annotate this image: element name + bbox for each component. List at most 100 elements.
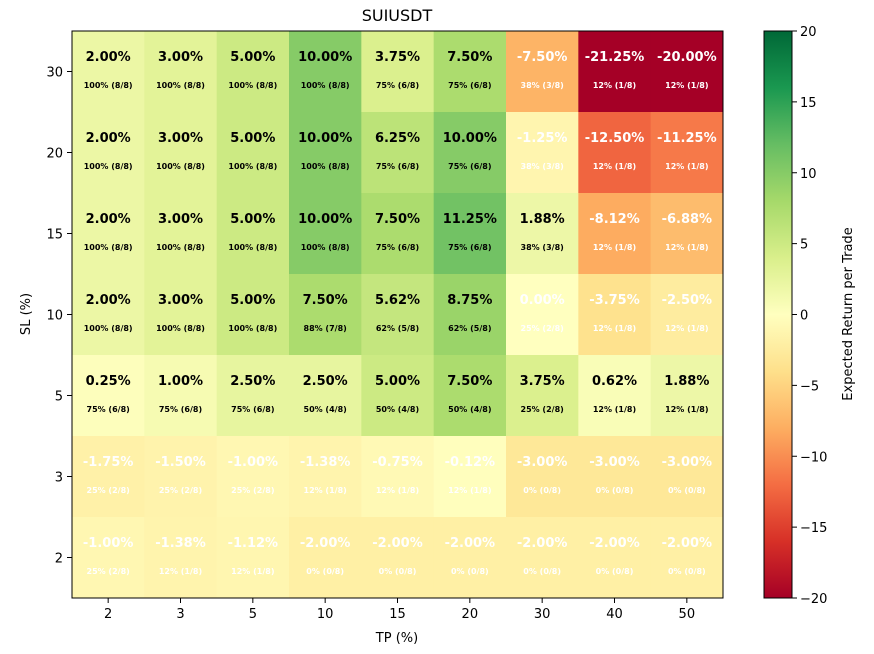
cell-win-rate-label: 12% (1/8)	[231, 567, 274, 576]
cell-win-rate-label: 0% (0/8)	[668, 567, 706, 576]
cell-win-rate-label: 100% (8/8)	[84, 81, 133, 90]
cell-win-rate-label: 100% (8/8)	[156, 243, 205, 252]
heatmap-cell	[72, 31, 145, 113]
x-tick-label: 5	[249, 607, 257, 622]
heatmap-cell	[578, 31, 652, 113]
y-tick-label: 30	[46, 66, 63, 81]
cell-value-label: 11.25%	[443, 212, 497, 227]
heatmap-cell	[361, 112, 435, 194]
heatmap-cell	[433, 31, 507, 113]
y-tick-label: 20	[46, 147, 63, 162]
cell-value-label: -2.00%	[662, 536, 713, 551]
cell-value-label: -2.00%	[589, 536, 640, 551]
cell-value-label: 5.00%	[230, 293, 275, 308]
heatmap-cell	[578, 517, 652, 599]
heatmap-cells	[72, 31, 724, 599]
cell-win-rate-label: 100% (8/8)	[301, 243, 350, 252]
heatmap-cell	[289, 517, 362, 599]
heatmap-cell	[433, 274, 507, 356]
cell-value-label: 2.00%	[86, 50, 131, 65]
cell-win-rate-label: 50% (4/8)	[448, 405, 491, 414]
cell-value-label: 8.75%	[447, 293, 492, 308]
heatmap-cell	[144, 31, 218, 113]
cell-value-label: 6.25%	[375, 131, 420, 146]
heatmap-cell	[72, 112, 145, 194]
cell-win-rate-label: 12% (1/8)	[665, 162, 708, 171]
x-axis-ticks: 2 3 5 10 15 20 30 40 50	[104, 598, 695, 622]
cell-win-rate-label: 25% (2/8)	[521, 324, 564, 333]
cell-win-rate-label: 100% (8/8)	[156, 162, 205, 171]
heatmap-cell	[506, 274, 579, 356]
cell-win-rate-label: 100% (8/8)	[301, 162, 350, 171]
cell-value-label: 2.00%	[86, 212, 131, 227]
y-tick-label: 2	[55, 552, 63, 567]
colorbar-tick-label: −20	[800, 592, 827, 607]
cell-win-rate-label: 12% (1/8)	[593, 81, 636, 90]
cell-value-label: -1.25%	[517, 131, 568, 146]
cell-win-rate-label: 12% (1/8)	[665, 243, 708, 252]
y-tick-label: 15	[46, 228, 63, 243]
x-axis-label: TP (%)	[375, 631, 418, 646]
cell-value-label: -7.50%	[517, 50, 568, 65]
heatmap-cell	[506, 517, 579, 599]
cell-value-label: 3.75%	[520, 374, 565, 389]
cell-value-label: -12.50%	[585, 131, 645, 146]
heatmap-cell	[361, 31, 435, 113]
x-tick-label: 15	[389, 607, 406, 622]
cell-win-rate-label: 50% (4/8)	[376, 405, 419, 414]
cell-win-rate-label: 25% (2/8)	[521, 405, 564, 414]
heatmap-cell	[72, 193, 145, 275]
heatmap-cell	[289, 112, 362, 194]
cell-win-rate-label: 75% (6/8)	[376, 162, 419, 171]
heatmap-cell	[289, 274, 362, 356]
colorbar-tick-label: −10	[800, 450, 827, 465]
cell-value-label: -2.00%	[372, 536, 423, 551]
x-tick-label: 30	[534, 607, 551, 622]
colorbar-tick-label: 10	[800, 167, 817, 182]
cell-value-label: 1.88%	[520, 212, 565, 227]
y-axis-label: SL (%)	[19, 293, 34, 335]
heatmap-cell	[216, 31, 290, 113]
cell-win-rate-label: 12% (1/8)	[665, 81, 708, 90]
cell-value-label: -3.00%	[662, 455, 713, 470]
heatmap-cell	[144, 436, 218, 518]
heatmap-cell	[216, 436, 290, 518]
cell-win-rate-label: 12% (1/8)	[448, 486, 491, 495]
heatmap-cell	[216, 193, 290, 275]
cell-value-label: -1.75%	[83, 455, 134, 470]
heatmap-cell	[578, 112, 652, 194]
heatmap-cell	[361, 436, 435, 518]
heatmap-cell	[72, 436, 145, 518]
colorbar	[763, 30, 793, 599]
heatmap-cell	[433, 355, 507, 437]
cell-win-rate-label: 100% (8/8)	[156, 81, 205, 90]
heatmap-cell	[144, 355, 218, 437]
cell-value-label: 5.62%	[375, 293, 420, 308]
heatmap-cell	[650, 274, 724, 356]
cell-value-label: -21.25%	[585, 50, 645, 65]
cell-win-rate-label: 0% (0/8)	[379, 567, 417, 576]
cell-value-label: 3.00%	[158, 212, 203, 227]
cell-value-label: 0.00%	[520, 293, 565, 308]
cell-win-rate-label: 100% (8/8)	[301, 81, 350, 90]
cell-win-rate-label: 0% (0/8)	[523, 567, 561, 576]
colorbar-label: Expected Return per Trade	[841, 227, 856, 400]
cell-value-label: 3.00%	[158, 50, 203, 65]
cell-value-label: 7.50%	[303, 293, 348, 308]
y-tick-label: 10	[46, 309, 63, 324]
colorbar-ticks: 20 15 10 5 0 −5 −10 −15 −20	[792, 25, 827, 607]
colorbar-tick-label: −15	[800, 521, 827, 536]
cell-win-rate-label: 12% (1/8)	[665, 405, 708, 414]
cell-win-rate-label: 12% (1/8)	[376, 486, 419, 495]
cell-value-label: 2.00%	[86, 293, 131, 308]
y-axis-ticks: 30 20 15 10 5 3 2	[46, 66, 72, 567]
cell-win-rate-label: 100% (8/8)	[228, 81, 277, 90]
cell-value-label: 1.00%	[158, 374, 203, 389]
cell-value-label: -1.00%	[83, 536, 134, 551]
heatmap-cell	[289, 355, 362, 437]
cell-win-rate-label: 100% (8/8)	[84, 243, 133, 252]
cell-value-label: -2.00%	[445, 536, 496, 551]
cell-value-label: 5.00%	[375, 374, 420, 389]
cell-win-rate-label: 100% (8/8)	[228, 243, 277, 252]
